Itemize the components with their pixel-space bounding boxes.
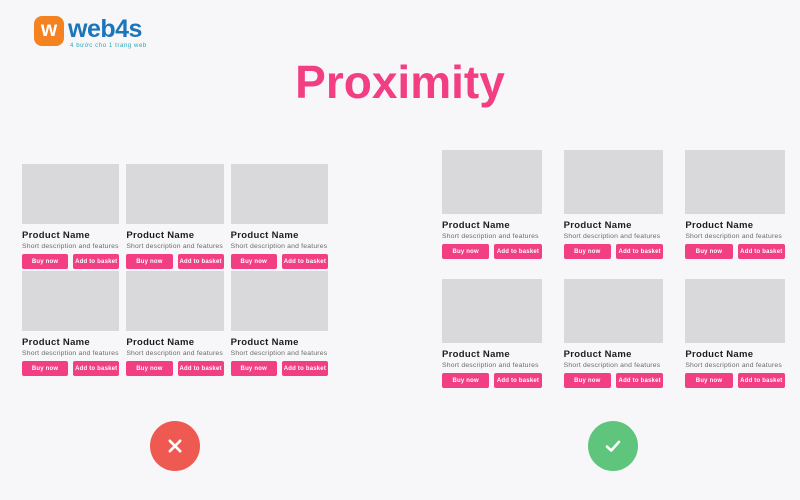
product-buttons: Buy now Add to basket <box>442 373 542 388</box>
product-description: Short description and features <box>563 233 661 240</box>
product-buttons: Buy now Add to basket <box>563 244 664 259</box>
check-icon <box>605 440 621 452</box>
product-description: Short description and features <box>442 233 539 240</box>
product-description: Short description and features <box>126 350 224 357</box>
product-card: Product Name Short description and featu… <box>230 164 328 269</box>
product-image-placeholder <box>230 164 328 224</box>
product-buttons: Buy now Add to basket <box>126 254 224 269</box>
add-to-basket-button[interactable]: Add to basket <box>494 244 542 259</box>
product-buttons: Buy now Add to basket <box>22 254 120 269</box>
product-description: Short description and features <box>685 362 783 369</box>
add-to-basket-button[interactable]: Add to basket <box>737 373 785 388</box>
product-description: Short description and features <box>442 362 539 369</box>
product-name: Product Name <box>685 349 754 360</box>
product-buttons: Buy now Add to basket <box>685 373 785 388</box>
product-card: Product Name Short description and featu… <box>230 271 328 376</box>
product-image-placeholder <box>230 271 328 331</box>
buy-now-button[interactable]: Buy now <box>230 361 277 376</box>
brand-name: web4s <box>68 15 142 43</box>
product-card: Product Name Short description and featu… <box>442 150 542 259</box>
product-name: Product Name <box>442 220 511 231</box>
add-to-basket-button[interactable]: Add to basket <box>616 373 664 388</box>
product-card: Product Name Short description and featu… <box>685 279 785 388</box>
product-image-placeholder <box>442 279 542 343</box>
product-card: Product Name Short description and featu… <box>22 164 120 269</box>
add-to-basket-button[interactable]: Add to basket <box>494 373 542 388</box>
product-image-placeholder <box>22 164 120 224</box>
product-name: Product Name <box>563 220 632 231</box>
product-buttons: Buy now Add to basket <box>563 373 664 388</box>
product-image-placeholder <box>126 164 224 224</box>
product-buttons: Buy now Add to basket <box>685 244 785 259</box>
product-buttons: Buy now Add to basket <box>230 254 328 269</box>
product-description: Short description and features <box>22 350 119 357</box>
product-description: Short description and features <box>230 243 328 250</box>
product-image-placeholder <box>563 150 664 214</box>
product-name: Product Name <box>685 220 754 231</box>
product-name: Product Name <box>230 337 299 348</box>
web4s-logo-icon: w <box>34 16 64 46</box>
add-to-basket-button[interactable]: Add to basket <box>281 361 328 376</box>
product-card: Product Name Short description and featu… <box>442 279 542 388</box>
add-to-basket-button[interactable]: Add to basket <box>73 254 120 269</box>
product-card: Product Name Short description and featu… <box>126 164 224 269</box>
product-card: Product Name Short description and featu… <box>22 271 120 376</box>
buy-now-button[interactable]: Buy now <box>442 244 490 259</box>
page-title: Proximity <box>295 56 505 108</box>
product-description: Short description and features <box>685 233 783 240</box>
correct-indicator <box>588 421 638 471</box>
product-image-placeholder <box>442 150 542 214</box>
product-name: Product Name <box>230 230 299 241</box>
add-to-basket-button[interactable]: Add to basket <box>73 361 120 376</box>
product-image-placeholder <box>685 150 785 214</box>
product-name: Product Name <box>22 337 91 348</box>
buy-now-button[interactable]: Buy now <box>126 361 173 376</box>
add-to-basket-button[interactable]: Add to basket <box>177 361 224 376</box>
product-name: Product Name <box>126 337 195 348</box>
product-image-placeholder <box>22 271 120 331</box>
product-card: Product Name Short description and featu… <box>563 279 664 388</box>
buy-now-button[interactable]: Buy now <box>230 254 277 269</box>
good-proximity-grid: Product Name Short description and featu… <box>442 150 785 388</box>
product-image-placeholder <box>563 279 664 343</box>
product-name: Product Name <box>442 349 511 360</box>
web4s-logo: w web4s 4 bước cho 1 trang web <box>34 16 147 49</box>
product-buttons: Buy now Add to basket <box>442 244 542 259</box>
buy-now-button[interactable]: Buy now <box>22 254 69 269</box>
buy-now-button[interactable]: Buy now <box>563 244 611 259</box>
buy-now-button[interactable]: Buy now <box>442 373 490 388</box>
logo-text: web4s 4 bước cho 1 trang web <box>68 16 147 49</box>
product-description: Short description and features <box>126 243 224 250</box>
product-description: Short description and features <box>563 362 661 369</box>
buy-now-button[interactable]: Buy now <box>685 244 733 259</box>
product-card: Product Name Short description and featu… <box>126 271 224 376</box>
product-name: Product Name <box>563 349 632 360</box>
brand-tagline: 4 bước cho 1 trang web <box>70 43 147 49</box>
product-image-placeholder <box>126 271 224 331</box>
product-description: Short description and features <box>230 350 328 357</box>
product-name: Product Name <box>22 230 91 241</box>
buy-now-button[interactable]: Buy now <box>563 373 611 388</box>
add-to-basket-button[interactable]: Add to basket <box>616 244 664 259</box>
product-card: Product Name Short description and featu… <box>563 150 664 259</box>
product-name: Product Name <box>126 230 195 241</box>
buy-now-button[interactable]: Buy now <box>22 361 69 376</box>
product-card: Product Name Short description and featu… <box>685 150 785 259</box>
bad-proximity-grid: Product Name Short description and featu… <box>22 164 328 376</box>
x-icon <box>168 439 182 453</box>
product-buttons: Buy now Add to basket <box>230 361 328 376</box>
product-description: Short description and features <box>22 243 119 250</box>
buy-now-button[interactable]: Buy now <box>126 254 173 269</box>
add-to-basket-button[interactable]: Add to basket <box>177 254 224 269</box>
product-buttons: Buy now Add to basket <box>126 361 224 376</box>
product-buttons: Buy now Add to basket <box>22 361 120 376</box>
add-to-basket-button[interactable]: Add to basket <box>737 244 785 259</box>
wrong-indicator <box>150 421 200 471</box>
product-image-placeholder <box>685 279 785 343</box>
add-to-basket-button[interactable]: Add to basket <box>281 254 328 269</box>
buy-now-button[interactable]: Buy now <box>685 373 733 388</box>
logo-letter: w <box>40 17 58 41</box>
